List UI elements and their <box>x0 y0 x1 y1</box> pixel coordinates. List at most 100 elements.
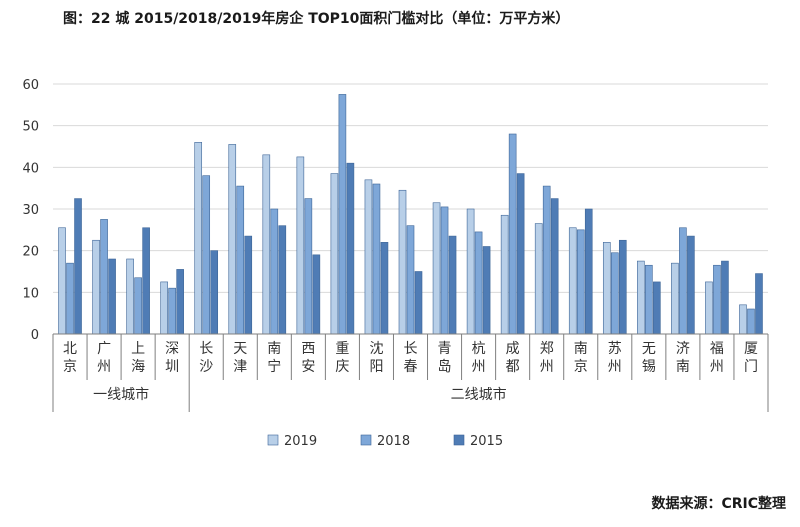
bar-2019-郑州 <box>534 223 543 335</box>
bar-2019-长沙 <box>194 142 203 335</box>
bar-2018-厦门 <box>747 308 755 335</box>
legend-label: 2015 <box>470 434 503 449</box>
bar-2018-成都 <box>508 133 517 335</box>
x-tick-label: 长沙 <box>199 341 213 375</box>
x-tick-label: 长春 <box>404 341 418 375</box>
y-tick-label: 20 <box>22 245 39 260</box>
bar-2018-深圳 <box>168 287 176 335</box>
bar-2015-西安 <box>312 254 321 335</box>
y-tick-label: 10 <box>22 286 39 301</box>
bar-2018-北京 <box>66 262 74 335</box>
chart-title: 图：22 城 2015/2018/2019年房企 TOP10面积门槛对比（单位：… <box>63 11 570 27</box>
bar-2018-济南 <box>679 227 687 335</box>
x-tick-label: 郑州 <box>540 341 554 375</box>
bar-2019-重庆 <box>330 173 339 335</box>
bar-2015-福州 <box>721 260 729 335</box>
bar-2018-沈阳 <box>372 183 381 335</box>
x-tick-label: 无锡 <box>642 341 656 375</box>
x-tick-label: 重庆 <box>335 341 349 375</box>
x-tick-label: 北京 <box>63 341 77 375</box>
bar-2015-天津 <box>244 235 253 335</box>
bar-2015-上海 <box>142 227 150 335</box>
bar-2015-北京 <box>74 198 82 335</box>
bar-2015-杭州 <box>482 246 491 335</box>
x-tick-label: 成都 <box>506 341 520 375</box>
bar-2015-成都 <box>516 173 525 335</box>
bar-2018-重庆 <box>338 94 347 335</box>
bar-2018-福州 <box>713 264 721 335</box>
x-tick-label: 沈阳 <box>369 341 383 375</box>
axis-labels: 0 10 20 30 40 50 60 北京广州上海深圳长沙天津南宁西安重庆沈阳长春青岛杭州成… <box>22 78 758 403</box>
bar-2019-青岛 <box>432 202 441 335</box>
bar-2015-济南 <box>687 235 695 335</box>
bar-2015-厦门 <box>755 273 763 335</box>
x-tick-label: 广州 <box>97 341 111 375</box>
bar-2019-无锡 <box>637 260 645 335</box>
bar-2019-上海 <box>126 258 134 335</box>
bar-2018-广州 <box>100 219 108 335</box>
bar-2018-长春 <box>406 225 415 335</box>
bar-2019-厦门 <box>739 304 747 335</box>
group-label: 一线城市 <box>93 386 149 403</box>
x-tick-label: 深圳 <box>165 341 179 375</box>
bar-2019-西安 <box>296 156 305 335</box>
x-tick-label: 福州 <box>710 341 724 375</box>
bar-2015-沈阳 <box>380 242 389 335</box>
legend-swatch-2015 <box>453 434 465 446</box>
bar-2019-沈阳 <box>364 179 373 335</box>
x-tick-label: 苏州 <box>608 341 622 375</box>
axes <box>52 333 769 412</box>
bar-2015-南京 <box>584 208 593 335</box>
x-tick-label: 西安 <box>301 341 315 375</box>
legend-swatch-2019 <box>267 434 279 446</box>
bar-2019-南京 <box>568 227 577 335</box>
bar-2019-苏州 <box>602 242 611 335</box>
bar-2018-长沙 <box>202 175 211 335</box>
legend-label: 2019 <box>284 434 317 449</box>
bar-2019-北京 <box>58 227 66 335</box>
bar-2018-天津 <box>236 185 245 335</box>
bar-2019-成都 <box>500 214 509 335</box>
bar-2015-重庆 <box>346 162 355 335</box>
x-tick-label: 济南 <box>676 341 690 375</box>
bar-2015-长春 <box>414 271 423 335</box>
y-tick-label: 0 <box>31 328 39 343</box>
bar-2018-西安 <box>304 198 313 335</box>
bar-2018-南宁 <box>270 208 279 335</box>
bar-2015-深圳 <box>176 269 184 335</box>
bar-2018-无锡 <box>645 264 653 335</box>
legend-label: 2018 <box>377 434 410 449</box>
bar-2018-上海 <box>134 277 142 335</box>
legend: 2019 2018 2015 <box>267 434 503 449</box>
y-tick-label: 30 <box>22 203 39 218</box>
bar-2019-长春 <box>398 189 407 335</box>
bar-2015-郑州 <box>550 198 559 335</box>
group-label: 二线城市 <box>451 386 507 403</box>
bar-2019-济南 <box>671 262 679 335</box>
bar-2015-广州 <box>108 258 116 335</box>
y-tick-label: 50 <box>22 120 39 135</box>
bar-2018-杭州 <box>474 231 483 335</box>
bar-2019-南宁 <box>262 154 271 335</box>
legend-swatch-2018 <box>360 434 372 446</box>
x-tick-label: 青岛 <box>438 341 452 375</box>
bar-2019-广州 <box>92 239 100 335</box>
bar-2018-南京 <box>576 229 585 335</box>
bar-2019-深圳 <box>160 281 168 335</box>
bar-2019-天津 <box>228 144 237 335</box>
x-tick-label: 南宁 <box>267 341 281 375</box>
bar-2015-长沙 <box>210 250 219 335</box>
bar-2015-无锡 <box>653 281 661 335</box>
bars <box>58 94 763 335</box>
y-tick-label: 40 <box>22 161 39 176</box>
x-tick-label: 南京 <box>574 341 588 375</box>
x-tick-label: 杭州 <box>472 341 486 375</box>
y-tick-label: 60 <box>22 78 39 93</box>
bar-2018-苏州 <box>610 252 619 335</box>
x-tick-label: 上海 <box>131 341 145 375</box>
bar-2015-苏州 <box>618 239 627 335</box>
bar-2015-青岛 <box>448 235 457 335</box>
bar-2015-南宁 <box>278 225 287 335</box>
data-source-note: 数据来源：CRIC整理 <box>651 496 786 512</box>
